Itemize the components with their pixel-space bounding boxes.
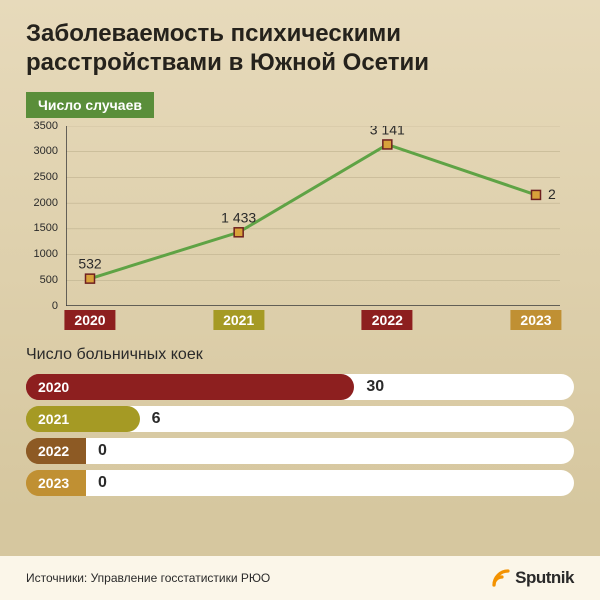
bar-chart-title: Число больничных коек [26,346,574,364]
source-text: Источники: Управление госстатистики РЮО [26,571,270,585]
bar-value: 30 [366,374,384,400]
footer: Источники: Управление госстатистики РЮО … [0,556,600,600]
sputnik-logo: Sputnik [491,568,574,588]
bar-value: 0 [98,438,107,464]
bar-row: 2021 6 [26,406,574,432]
svg-text:3 141: 3 141 [370,126,405,137]
y-tick: 3000 [34,145,58,157]
bar-row: 2022 0 [26,438,574,464]
line-chart-plot: 532 1 433 3 141 2 160 [66,126,560,306]
content: Заболеваемость психическими расстройства… [0,0,600,600]
x-axis-labels: 2020 2021 2022 2023 [66,310,560,332]
bar-row: 2020 30 [26,374,574,400]
y-axis: 0500100015002000250030003500 [26,126,62,306]
bar-row: 2023 0 [26,470,574,496]
svg-text:1 433: 1 433 [221,209,256,225]
x-axis-year: 2023 [510,310,561,330]
bar-year-label: 2022 [26,438,86,464]
logo-icon [491,568,511,588]
y-tick: 0 [52,300,58,312]
bar-year-label: 2020 [26,374,86,400]
page-title: Заболеваемость психическими расстройства… [26,20,574,78]
y-tick: 2500 [34,171,58,183]
y-tick: 3500 [34,120,58,132]
bar-value: 0 [98,470,107,496]
bar-year-label: 2021 [26,406,86,432]
x-axis-year: 2020 [64,310,115,330]
line-chart: 0500100015002000250030003500 5321 4333 1… [26,126,566,326]
x-axis-year: 2022 [362,310,413,330]
x-axis-year: 2021 [213,310,264,330]
y-tick: 2000 [34,197,58,209]
y-tick: 1000 [34,248,58,260]
logo-text: Sputnik [515,568,574,588]
y-tick: 500 [40,274,58,286]
bar-year-label: 2023 [26,470,86,496]
svg-text:532: 532 [78,255,102,271]
y-tick: 1500 [34,222,58,234]
bar-value: 6 [152,406,161,432]
svg-text:2 160: 2 160 [548,186,560,202]
line-chart-subtitle: Число случаев [26,92,154,118]
bar-chart: 2020 30 2021 6 2022 0 2023 0 [26,374,574,496]
